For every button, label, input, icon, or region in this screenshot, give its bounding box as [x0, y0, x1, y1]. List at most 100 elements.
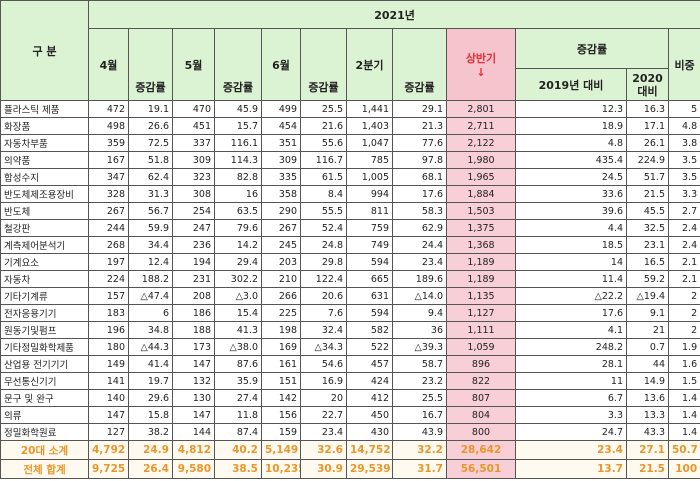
- table-cell: 244: [88, 219, 129, 237]
- table-cell: 4.8: [515, 134, 627, 152]
- table-cell: 582: [346, 321, 393, 339]
- table-cell: 309: [261, 151, 301, 169]
- table-cell: 451: [172, 117, 215, 135]
- table-cell: 13.7: [515, 459, 627, 479]
- table-cell: 1.4: [667, 406, 700, 424]
- table-cell: 20.6: [300, 287, 347, 305]
- row-label: 20대 소계: [0, 440, 89, 460]
- table-cell: 15.8: [128, 406, 173, 424]
- table-cell: 41.4: [128, 355, 173, 373]
- table-cell: 43.9: [392, 423, 447, 441]
- table-cell: 23.2: [392, 372, 447, 390]
- table-cell: 194: [172, 253, 215, 271]
- table-cell: 210: [261, 270, 301, 288]
- table-cell: 4.4: [515, 219, 627, 237]
- table-cell: 188.2: [128, 270, 173, 288]
- table-cell: 358: [261, 185, 301, 203]
- table-cell: 6.7: [515, 389, 627, 407]
- table-cell: 994: [346, 185, 393, 203]
- table-cell: 24.7: [515, 423, 627, 441]
- table-cell: 16.9: [300, 372, 347, 390]
- table-cell: 1.9: [667, 338, 700, 356]
- table-cell: 100: [667, 459, 700, 479]
- table-cell: 29.6: [128, 389, 173, 407]
- table-row: 무선통신기기 141 19.7 132 35.9 151 16.9 424 23.2 822 11 1…: [0, 372, 700, 390]
- table-cell: 149: [88, 355, 129, 373]
- table-row: 자동차부품 359 72.5 337 116.1 351 55.6 1,047 77.6 2,12…: [0, 134, 700, 152]
- table-cell: 225: [261, 304, 301, 322]
- table-cell: △22.2: [515, 287, 627, 305]
- table-cell: 9,725: [88, 459, 129, 479]
- table-cell: 59.9: [128, 219, 173, 237]
- table-cell: 56.7: [128, 202, 173, 220]
- table-cell: 800: [446, 423, 516, 441]
- table-cell: 208: [172, 287, 215, 305]
- table-cell: 12.4: [128, 253, 173, 271]
- table-cell: 27.4: [214, 389, 262, 407]
- table-cell: 77.6: [392, 134, 447, 152]
- table-cell: 169: [261, 338, 301, 356]
- table-cell: 2: [667, 321, 700, 339]
- table-cell: 11.4: [515, 270, 627, 288]
- table-row: 산업용 전기기기 149 41.4 147 87.6 161 54.6 457 58.7 896 2…: [0, 355, 700, 373]
- table-cell: 430: [346, 423, 393, 441]
- table-cell: 435.4: [515, 151, 627, 169]
- table-cell: 26.1: [626, 134, 669, 152]
- table-cell: 759: [346, 219, 393, 237]
- table-cell: 68.1: [392, 168, 447, 186]
- table-cell: 9.4: [392, 304, 447, 322]
- table-cell: 247: [172, 219, 215, 237]
- table-cell: 8.4: [300, 185, 347, 203]
- table-cell: 4.8: [667, 117, 700, 135]
- table-cell: 21.3: [392, 117, 447, 135]
- table-cell: 116.1: [214, 134, 262, 152]
- table-cell: 30.9: [300, 459, 347, 479]
- table-cell: 151: [261, 372, 301, 390]
- header-cell: 구 분: [0, 0, 89, 101]
- table-cell: 23.4: [300, 423, 347, 441]
- table-cell: 811: [346, 202, 393, 220]
- table-row: 플라스틱 제품 472 19.1 470 45.9 499 25.5 1,441 29.1 2,8…: [0, 100, 700, 118]
- table-cell: 14.2: [214, 236, 262, 254]
- table-row: 반도체제조용장비 328 31.3 308 16 358 8.4 994 17.6 1,884 33…: [0, 185, 700, 203]
- table-cell: △39.3: [392, 338, 447, 356]
- header-cell: 증감률: [300, 28, 347, 101]
- table-cell: 50.7: [667, 440, 700, 460]
- table-cell: 1,403: [346, 117, 393, 135]
- table-cell: 19.1: [128, 100, 173, 118]
- table-cell: 2,122: [446, 134, 516, 152]
- table-row: 계측제어분석기 268 34.4 236 14.2 245 24.8 749 24.4 1,368…: [0, 236, 700, 254]
- table-cell: 5,149: [261, 440, 301, 460]
- row-label: 원동기및펌프: [0, 321, 89, 339]
- table-cell: 142: [261, 389, 301, 407]
- table-cell: 1,884: [446, 185, 516, 203]
- table-cell: 470: [172, 100, 215, 118]
- table-cell: 3.3: [667, 185, 700, 203]
- table-cell: 72.5: [128, 134, 173, 152]
- row-label: 계측제어분석기: [0, 236, 89, 254]
- table-cell: 21.5: [626, 185, 669, 203]
- table-cell: 6: [128, 304, 173, 322]
- table-cell: 15.4: [214, 304, 262, 322]
- table-cell: 231: [172, 270, 215, 288]
- table-cell: 161: [261, 355, 301, 373]
- table-cell: 28.1: [515, 355, 627, 373]
- table-cell: 2: [667, 304, 700, 322]
- table-cell: 11: [515, 372, 627, 390]
- table-cell: 21.5: [626, 459, 669, 479]
- row-label: 반도체: [0, 202, 89, 220]
- row-label: 자동차부품: [0, 134, 89, 152]
- table-cell: 140: [88, 389, 129, 407]
- table-cell: 10,235: [261, 459, 301, 479]
- table-cell: 804: [446, 406, 516, 424]
- header-cell: 증감률: [392, 28, 447, 101]
- table-cell: 198: [261, 321, 301, 339]
- table-cell: 27.1: [626, 440, 669, 460]
- table-cell: 2.7: [667, 202, 700, 220]
- table-cell: 23.1: [626, 236, 669, 254]
- table-cell: 24.4: [392, 236, 447, 254]
- table-cell: 454: [261, 117, 301, 135]
- table-row: 철강판 244 59.9 247 79.6 267 52.4 759 62.9 1,375 4.4 3…: [0, 219, 700, 237]
- table-cell: 472: [88, 100, 129, 118]
- header-cell: 6월: [261, 28, 301, 101]
